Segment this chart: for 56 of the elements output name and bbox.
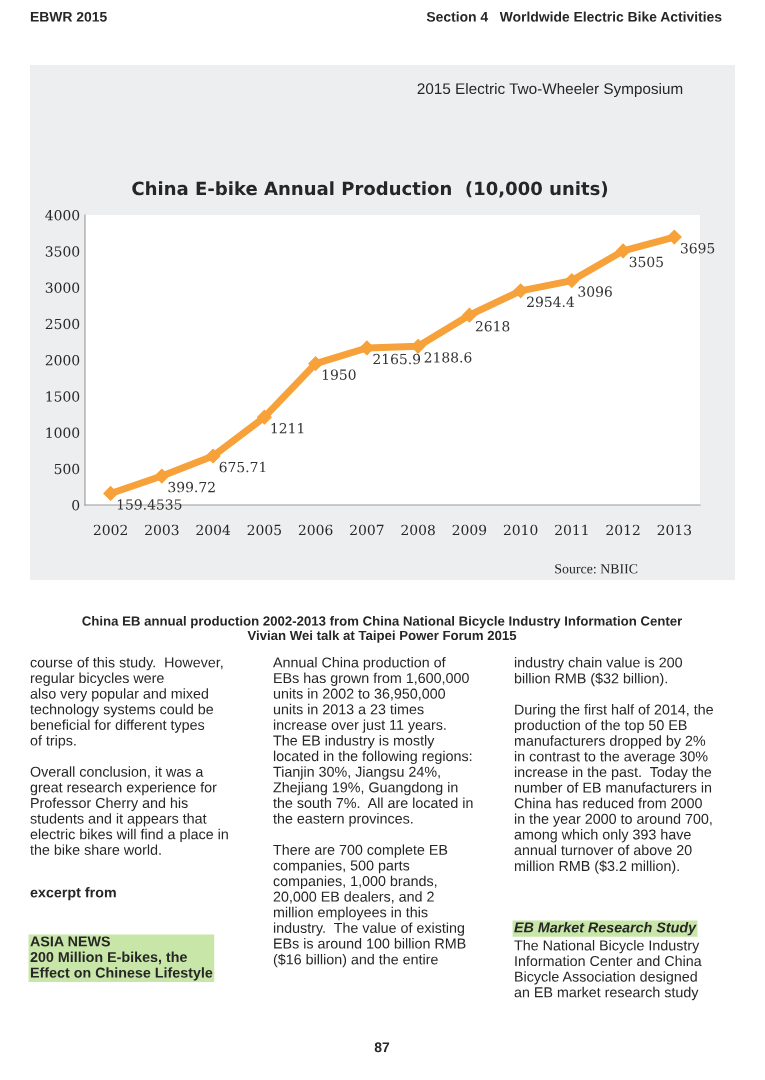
x-tick-label: 2005 — [247, 524, 281, 536]
text: EBWR 2015 — [30, 11, 107, 22]
x-tick-label: 2008 — [401, 524, 435, 536]
data-label: 159.4535 — [117, 499, 182, 510]
data-label: 3096 — [578, 286, 612, 297]
text: 87 — [374, 1042, 390, 1053]
x-tick-label: 2003 — [145, 524, 179, 536]
x-tick-label: 2006 — [298, 524, 333, 536]
x-tick-label: 2012 — [606, 524, 640, 536]
source-note: Source: NBIIC — [555, 564, 638, 574]
data-label: 2618 — [475, 321, 510, 332]
data-label: 399.72 — [168, 481, 215, 493]
point — [205, 448, 221, 464]
data-label: 675.71 — [219, 461, 266, 473]
point — [615, 243, 631, 259]
y-tick-label: 2500 — [45, 318, 80, 330]
y-tick-label: 1000 — [46, 427, 80, 438]
x-tick-label: 2013 — [657, 524, 692, 536]
y-tick-label: 3000 — [45, 282, 80, 293]
point — [666, 229, 682, 245]
x-tick-label: 2009 — [452, 524, 487, 536]
y-tick-label: 1500 — [46, 391, 80, 402]
y-tick-label: 500 — [54, 463, 80, 475]
point — [308, 356, 324, 372]
point — [154, 468, 170, 484]
y-tick-label: 0 — [72, 499, 80, 511]
y-tick-label: 3500 — [45, 246, 80, 257]
text: China EB annual production 2002-2013 from China National Bicycle Industry Information Center Vivian Wei talk at Taipei Power Forum 2015 — [82, 616, 683, 643]
point — [461, 307, 477, 323]
y-tick-label: 4000 — [45, 209, 80, 221]
x-tick-label: 2002 — [93, 524, 127, 536]
point — [564, 273, 580, 288]
text: The National Bicycle Industry Information Center and China Bicycle Association designed an EB market research study — [514, 940, 702, 1001]
text: 2015 Electric Two-Wheeler Symposium — [417, 82, 683, 98]
data-label: 1950 — [322, 369, 356, 380]
x-tick-label: 2004 — [196, 524, 231, 536]
text: EB Market Research Study — [514, 922, 697, 936]
data-label: 2954.4 — [527, 296, 575, 308]
text: ASIA NEWS 200 Million E-bikes, the Effect on Chinese Lifestyle — [30, 936, 213, 981]
text: excerpt from — [30, 887, 116, 901]
text: industry chain value is 200 billion RMB ($32 billion). During the first half of 2014, the production of the top 50 EB manufacturers dropped by 2% in contrast to the average 30% increase in the past. Today the number of EB manufacturers in China has reduced from 2000 in the year 2000 to around 700, among which only 393 have annual turnover of above 20 million RMB ($3.2 million). — [514, 657, 713, 874]
chart-title: China E-bike Annual Production (10,000 units) — [132, 181, 608, 198]
data-label: 3505 — [629, 256, 663, 268]
point — [256, 409, 272, 425]
text: Annual China production of EBs has grown from 1,600,000 units in 2002 to 36,950,000 units in 2013 a 23 times increase over just 11 years. The EB industry is mostly located in the following regions: Tianjin 30%, Jiangsu 24%, Zhejiang 19%, Guangdong in the south 7%. All are located in the eastern provinces. There are 700 complete EB companies, 500 parts companies, 1,000 brands, 20,000 EB dealers, and 2 million employees in this industry. The value of existing EBs is around 100 billion RMB ($16 billion) and the entire — [273, 657, 473, 968]
x-tick-label: 2011 — [555, 524, 588, 536]
data-label: 3695 — [680, 242, 715, 254]
data-label: 2188.6 — [424, 352, 472, 363]
text: Section 4 Worldwide Electric Bike Activities — [426, 11, 722, 22]
text: course of this study. However, regular bicycles were also very popular and mixed technology systems could be beneficial for different types of trips. Overall conclusion, it was a great research experience for Professor Cherry and his students and it appears that electric bikes will find a place in the bike share world. — [30, 657, 228, 855]
data-label: 1211 — [271, 423, 304, 434]
data-label: 2165.9 — [373, 353, 421, 365]
x-tick-label: 2010 — [503, 524, 538, 536]
y-tick-label: 2000 — [45, 354, 80, 366]
x-tick-label: 2007 — [350, 524, 384, 536]
point — [103, 486, 119, 501]
